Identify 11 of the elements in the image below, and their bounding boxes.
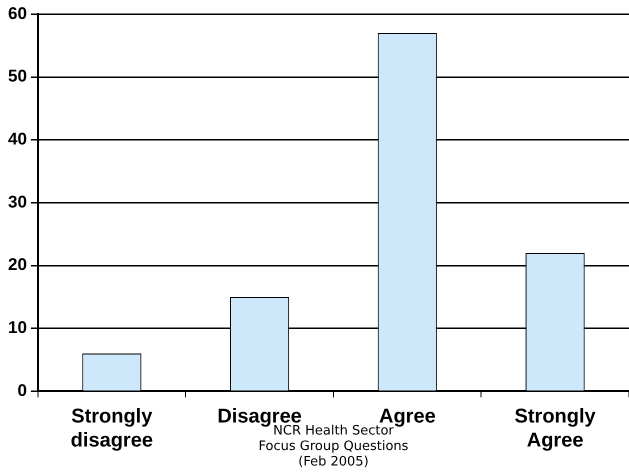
x-tick-label: Disagree [217, 406, 302, 428]
y-tick-label: 60 [8, 4, 27, 23]
y-tick-label: 50 [8, 66, 27, 86]
y-tick-label: 10 [8, 318, 27, 338]
y-tick-label: 40 [8, 130, 27, 149]
y-tick-label: 30 [8, 192, 27, 212]
x-tick-label: Strongly Agree [514, 406, 597, 452]
x-tick-label: Strongly disagree [70, 406, 154, 452]
y-tick-label: 20 [8, 255, 27, 274]
x-tick-label: Agree [378, 406, 436, 428]
y-tick-label: 0 [17, 380, 27, 400]
